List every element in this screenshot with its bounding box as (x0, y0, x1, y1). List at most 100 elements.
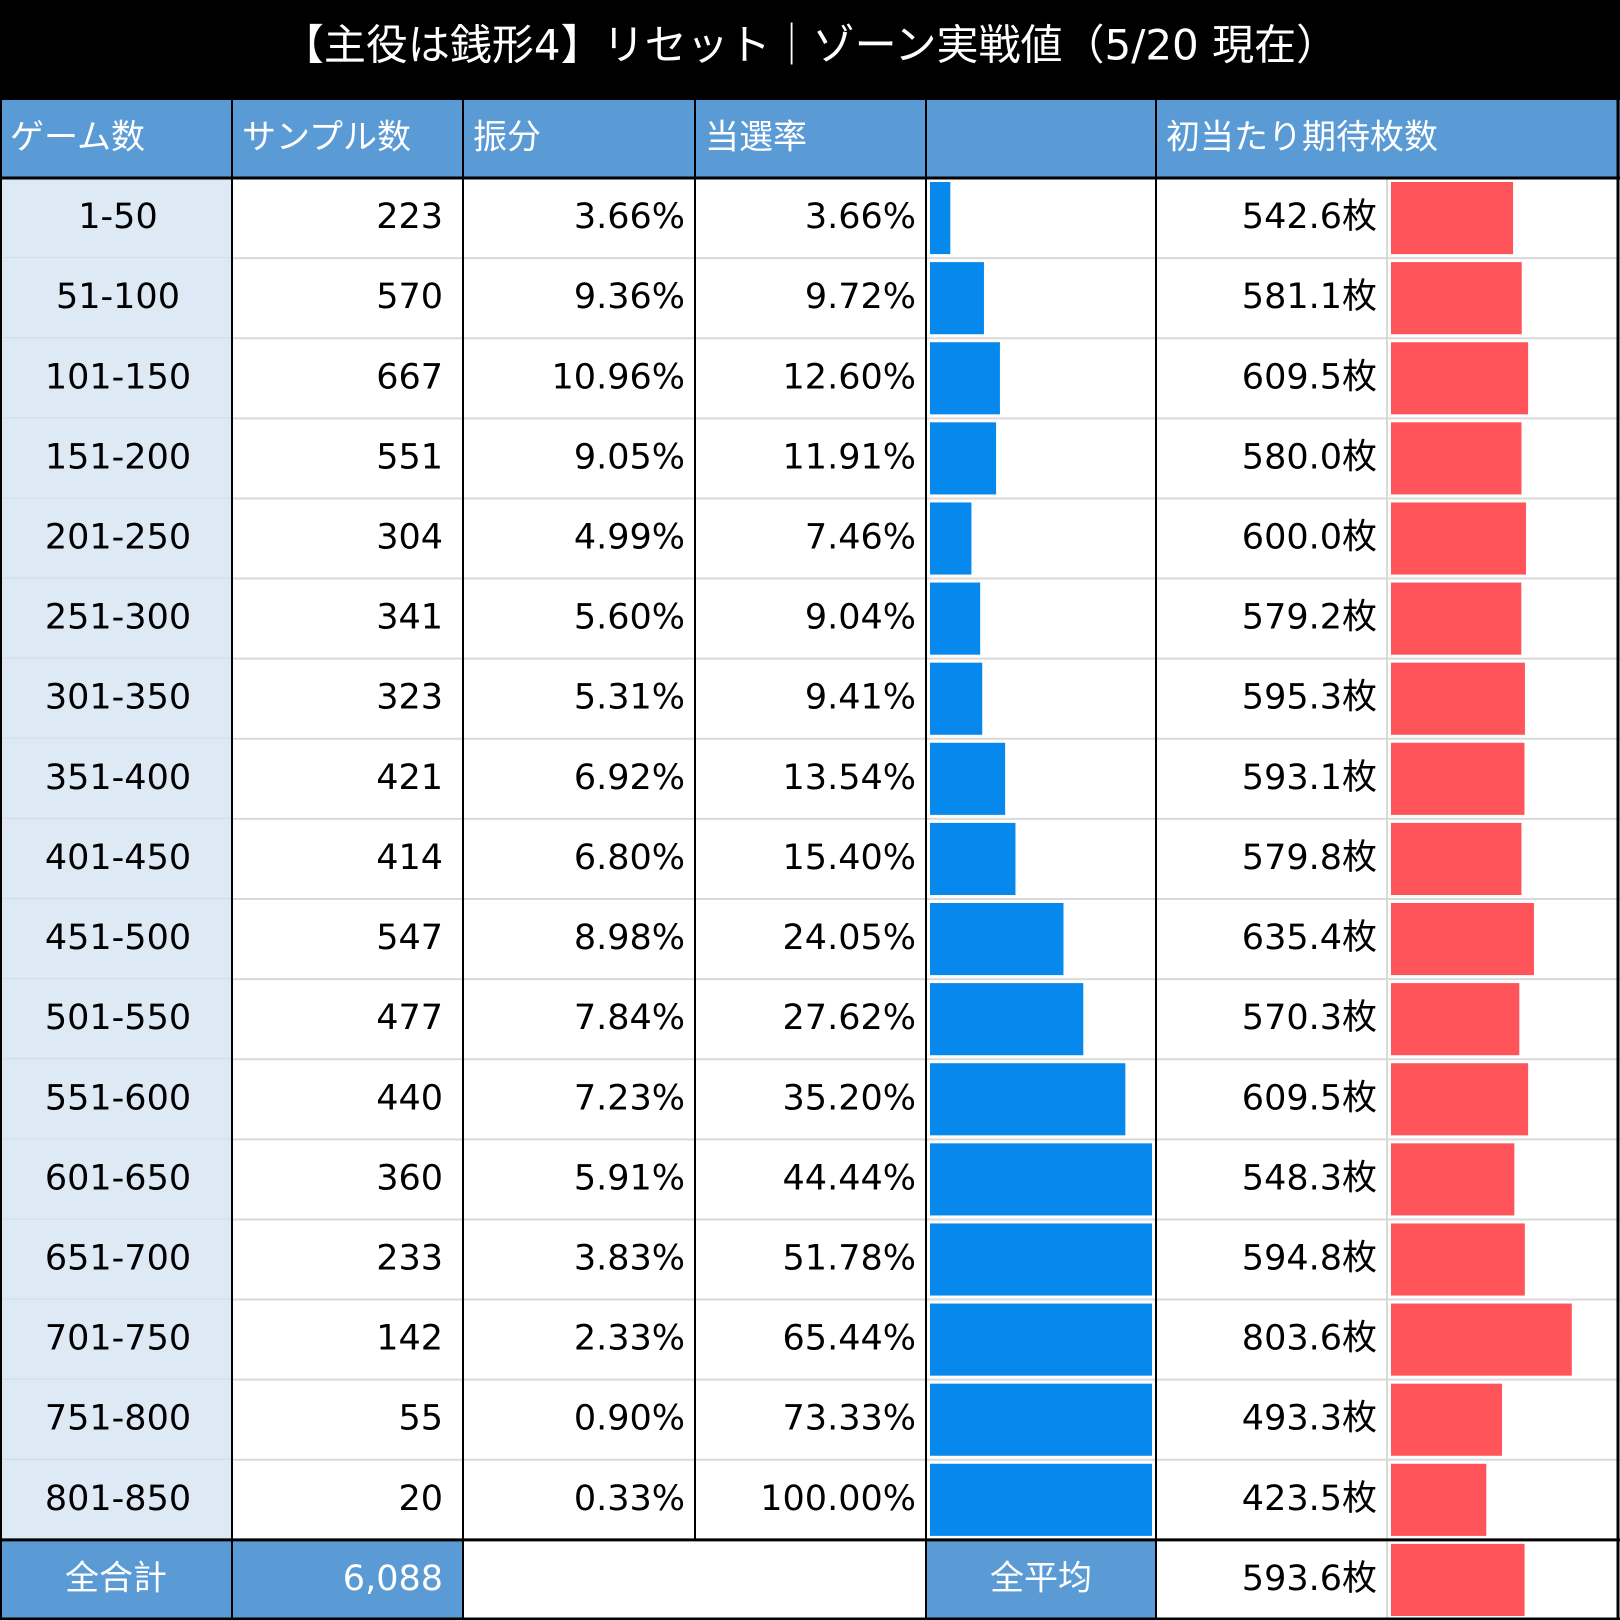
rate: 13.54% (783, 758, 916, 798)
share: 9.36% (574, 277, 685, 317)
rate: 11.91% (783, 437, 916, 477)
rate: 35.20% (783, 1078, 916, 1118)
coin-bar (1391, 1383, 1502, 1456)
coins: 600.0枚 (1242, 518, 1377, 558)
zone: 801-850 (45, 1479, 191, 1519)
coin-bar (1391, 582, 1522, 655)
coin-bar (1391, 262, 1522, 335)
zone: 101-150 (45, 357, 191, 397)
coin-bar (1391, 502, 1526, 575)
title: 【主役は銭形4】リセット｜ゾーン実戦値（5/20 現在） (282, 21, 1338, 70)
zone-cell (0, 658, 232, 739)
rate-bar (930, 502, 972, 575)
zone-cell (0, 178, 232, 259)
coins: 609.5枚 (1242, 1078, 1377, 1118)
coins: 548.3枚 (1242, 1158, 1377, 1198)
share: 3.66% (574, 197, 685, 237)
column-header: サンプル数 (242, 118, 411, 158)
samples: 547 (376, 918, 443, 958)
coin-bar (1391, 903, 1534, 976)
zone-cell (0, 1379, 232, 1460)
rate-bar (930, 903, 1064, 976)
rate: 9.72% (805, 277, 916, 317)
zone: 601-650 (45, 1158, 191, 1198)
samples: 440 (376, 1078, 443, 1118)
zone: 501-550 (45, 998, 191, 1038)
share: 10.96% (552, 357, 685, 397)
share: 0.90% (574, 1399, 685, 1439)
coins: 579.2枚 (1242, 598, 1377, 638)
coins: 423.5枚 (1242, 1479, 1377, 1519)
coin-bar (1391, 182, 1514, 255)
coins: 542.6枚 (1242, 197, 1377, 237)
zone: 1-50 (78, 197, 157, 237)
rate: 65.44% (783, 1319, 916, 1359)
zone: 401-450 (45, 838, 191, 878)
zone: 551-600 (45, 1078, 191, 1118)
samples: 142 (376, 1319, 443, 1359)
rate-bar (930, 1303, 1152, 1376)
rate-bar (930, 1383, 1152, 1456)
rate-bar (930, 1223, 1152, 1296)
average: 593.6枚 (1242, 1559, 1377, 1599)
share: 4.99% (574, 518, 685, 558)
share: 6.80% (574, 838, 685, 878)
coin-bar (1391, 983, 1520, 1056)
samples: 323 (376, 678, 443, 718)
coins: 803.6枚 (1242, 1319, 1377, 1359)
zone-cell (0, 1459, 232, 1540)
rate: 9.04% (805, 598, 916, 638)
coin-bar (1391, 1143, 1515, 1216)
rate: 44.44% (783, 1158, 916, 1198)
zone-cell (0, 498, 232, 579)
zone: 301-350 (45, 678, 191, 718)
zone: 351-400 (45, 758, 191, 798)
total-label: 全合計 (65, 1558, 167, 1598)
footer-cell (926, 1539, 1156, 1620)
samples: 360 (376, 1158, 443, 1198)
column-header: 初当たり期待枚数 (1166, 118, 1438, 158)
coin-bar (1391, 1063, 1529, 1136)
rate-bar (930, 182, 951, 255)
coin-bar (1391, 662, 1525, 735)
zone-cell (0, 1059, 232, 1140)
coins: 581.1枚 (1242, 277, 1377, 317)
coins: 579.8枚 (1242, 838, 1377, 878)
rate: 24.05% (783, 918, 916, 958)
column-header: 振分 (473, 118, 541, 158)
rate-bar (930, 1143, 1152, 1216)
title-bar (0, 0, 1620, 100)
zone: 251-300 (45, 598, 191, 638)
rate: 15.40% (783, 838, 916, 878)
rate-bar (930, 1063, 1126, 1136)
rate: 9.41% (805, 678, 916, 718)
zone-cell (0, 338, 232, 419)
rate-bar (930, 822, 1016, 895)
coin-bar (1391, 822, 1522, 895)
coin-bar (1391, 1223, 1525, 1296)
samples: 55 (398, 1399, 443, 1439)
rate-bar (930, 582, 981, 655)
share: 6.92% (574, 758, 685, 798)
header-row (0, 100, 1620, 178)
coin-bar (1391, 742, 1525, 815)
average-label: 全平均 (990, 1558, 1092, 1598)
coins: 635.4枚 (1242, 918, 1377, 958)
share: 5.31% (574, 678, 685, 718)
zone-cell (0, 818, 232, 899)
zone-cell (0, 899, 232, 980)
share: 3.83% (574, 1239, 685, 1279)
share: 0.33% (574, 1479, 685, 1519)
samples: 667 (376, 357, 443, 397)
samples: 570 (376, 277, 443, 317)
share: 7.84% (574, 998, 685, 1038)
coins: 609.5枚 (1242, 357, 1377, 397)
samples: 414 (376, 838, 443, 878)
zone-cell (0, 1139, 232, 1220)
coins: 570.3枚 (1242, 998, 1377, 1038)
coin-bar (1391, 1463, 1487, 1536)
samples: 421 (376, 758, 443, 798)
zone-cell (0, 1299, 232, 1380)
coin-bar (1391, 342, 1529, 415)
